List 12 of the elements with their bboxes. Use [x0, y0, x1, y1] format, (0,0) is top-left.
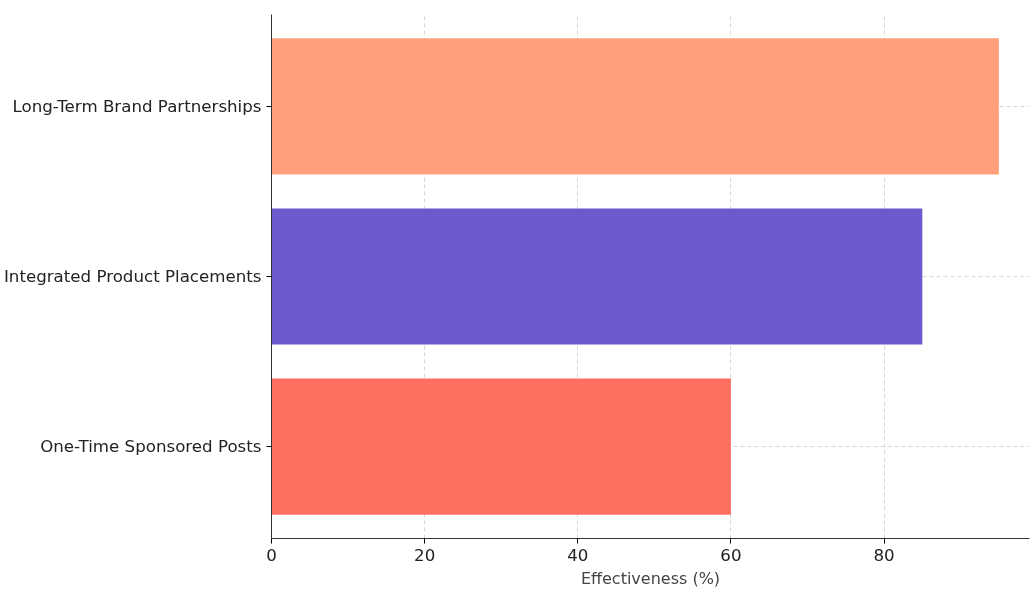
x-tick-label: 20	[414, 545, 436, 565]
bar	[271, 38, 999, 175]
y-tick-label: One-Time Sponsored Posts	[40, 437, 262, 457]
x-tick-label: 40	[567, 545, 589, 565]
bar	[271, 378, 731, 515]
x-axis-title: Effectiveness (%)	[580, 568, 721, 588]
x-tick-label: 60	[720, 545, 742, 565]
bar	[271, 208, 923, 345]
x-tick-label: 80	[873, 545, 895, 565]
y-tick-label: Integrated Product Placements	[3, 267, 262, 286]
x-tick-label: 0	[266, 545, 277, 565]
y-tick-label: Long-Term Brand Partnerships	[12, 96, 262, 116]
